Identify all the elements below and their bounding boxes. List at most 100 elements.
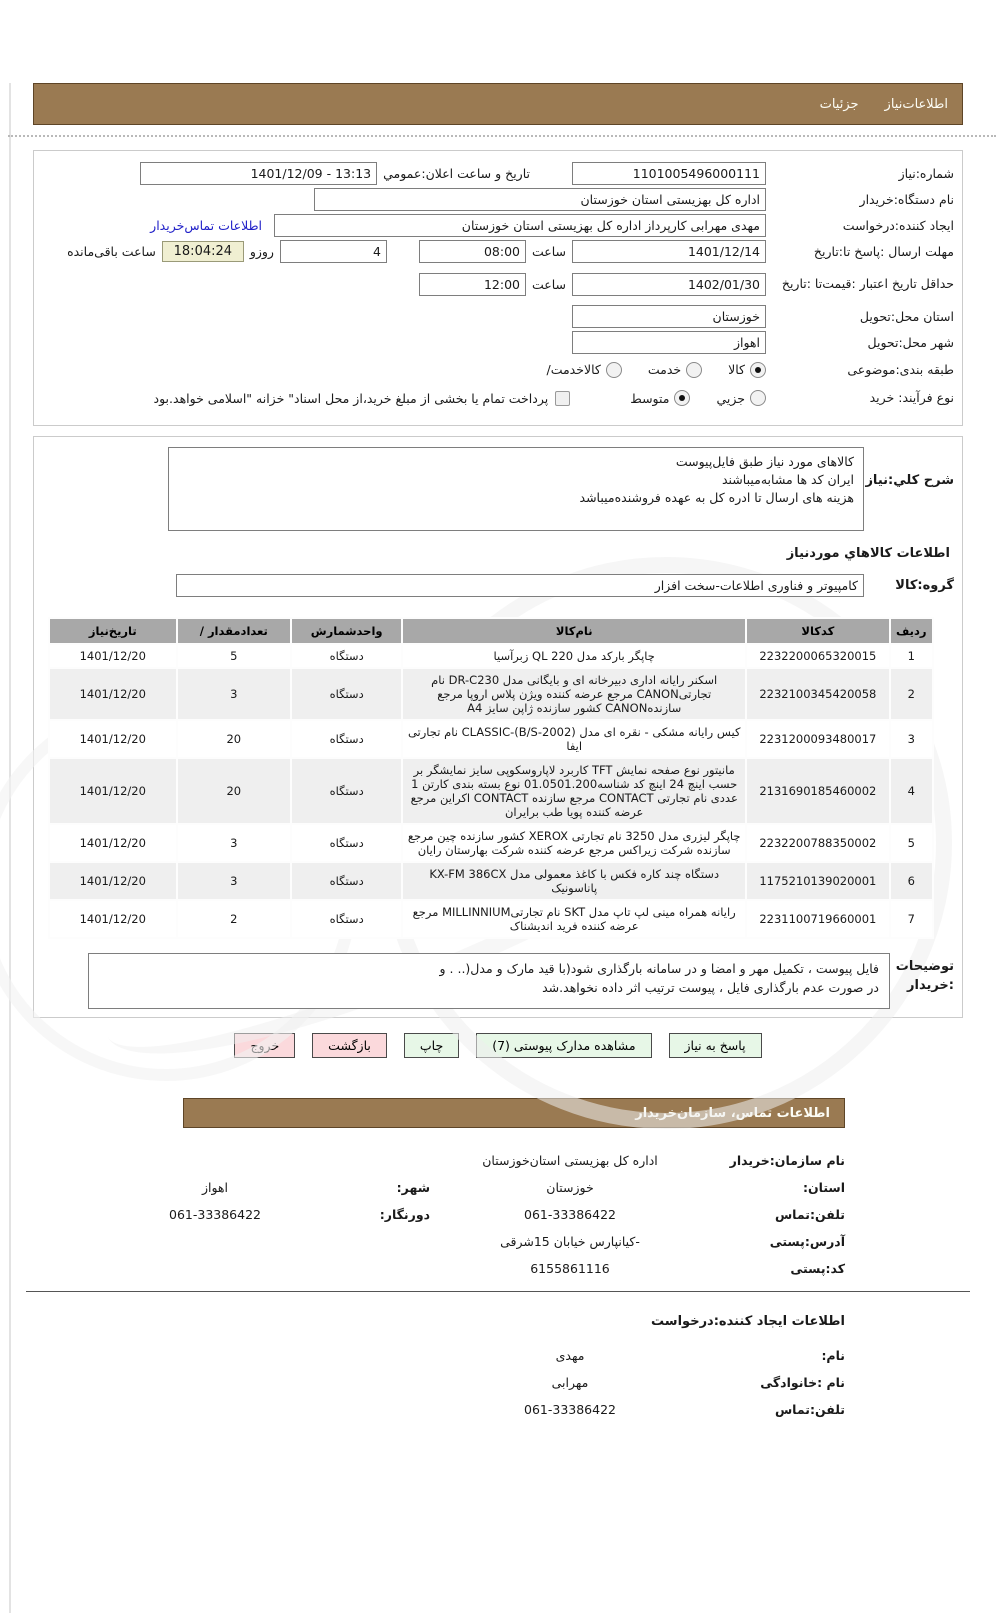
- reply-deadline-label: مهلت ارسال :پاسخ تا:تاریخ: [813, 243, 954, 259]
- postal-code-label: کد:پستی: [790, 1261, 845, 1276]
- item-code: 2231100719660001: [747, 901, 889, 937]
- buyer-contact-link[interactable]: اطلاعات تماس‌خریدار: [150, 218, 262, 233]
- creator-first-name-row: نام: مهدی: [0, 1347, 845, 1364]
- item-quantity: 3: [177, 669, 291, 719]
- reply-to-need-button[interactable]: پاسخ به نیاز: [668, 1033, 762, 1058]
- deadline-date-field[interactable]: 1401/12/14: [572, 240, 766, 263]
- buyer-notes-textarea[interactable]: فایل پیوست ، تکمیل مهر و امضا و در سامان…: [88, 953, 890, 1009]
- creator-phone-row: تلفن:تماس 061-33386422: [0, 1401, 845, 1418]
- deadline-hour-label: ساعت: [531, 244, 566, 259]
- contact-phone-label: تلفن:تماس: [774, 1207, 845, 1222]
- items-table-header-row: ردیف کدکالا نام‌کالا واحدشمارش تعدادمقدا…: [50, 619, 932, 643]
- need-description-textarea[interactable]: کالاهای مورد نیاز طبق فایل‌پیوست ایران ک…: [168, 447, 864, 531]
- items-table: ردیف کدکالا نام‌کالا واحدشمارش تعدادمقدا…: [48, 617, 934, 939]
- item-row-no: 1: [890, 645, 932, 667]
- header-unit: واحدشمارش: [292, 619, 402, 643]
- radio-service[interactable]: [686, 361, 703, 378]
- item-code: 2232200065320015: [747, 645, 889, 667]
- item-code: 2232100345420058: [747, 669, 889, 719]
- item-need-date: 1401/12/20: [50, 645, 176, 667]
- procurement-need-page: { "tabs": { "info": "اطلاعات‌نیاز", "det…: [0, 83, 996, 1613]
- exit-button[interactable]: خروج: [234, 1033, 296, 1058]
- item-quantity: 20: [177, 721, 291, 757]
- radio-goods-service[interactable]: [605, 361, 622, 378]
- header-need-date: تاریخ‌نیاز: [50, 619, 176, 643]
- buyer-contact-section: نام سازمان:خریدار اداره کل بهزیستی استان…: [0, 1152, 845, 1277]
- radio-goods[interactable]: [750, 361, 766, 378]
- request-creator-row: ایجاد کننده:درخواست مهدی مهرابی کارپرداز…: [42, 213, 954, 238]
- item-name: چاپگر بارکد مدل QL 220 زبرآسیا: [403, 645, 746, 667]
- action-buttons-row: پاسخ به نیاز مشاهده مدارک پیوستی (7) چاپ…: [0, 1033, 996, 1058]
- need-number-field[interactable]: 1101005496000111: [572, 162, 766, 185]
- radio-partial[interactable]: [750, 390, 766, 406]
- remaining-days-field[interactable]: 4: [279, 240, 387, 263]
- goods-group-row: گروه:کالا کامپیوتر و فناوری اطلاعات-سخت …: [42, 574, 954, 597]
- org-name-value: اداره کل بهزیستی استان‌خوزستان: [482, 1153, 658, 1168]
- table-row[interactable]: 6 1175210139020001 دستگاه چند کاره فکس ب…: [50, 863, 932, 899]
- table-row[interactable]: 2 2232100345420058 اسکنر رایانه اداری دب…: [50, 669, 932, 719]
- contact-fax-label: دورنگار:: [379, 1207, 430, 1222]
- item-quantity: 3: [177, 863, 291, 899]
- goods-group-field[interactable]: کامپیوتر و فناوری اطلاعات-سخت افزار: [176, 574, 864, 597]
- buyer-notes-line: فایل پیوست ، تکمیل مهر و امضا و در سامان…: [439, 961, 879, 976]
- print-button[interactable]: چاپ: [403, 1033, 460, 1058]
- item-code: 2131690185460002: [747, 759, 889, 823]
- delivery-province-field[interactable]: خوزستان: [572, 305, 766, 328]
- goods-group-label: گروه:کالا: [895, 578, 954, 593]
- delivery-city-field[interactable]: اهواز: [572, 331, 766, 354]
- validity-date-field[interactable]: 1402/01/30: [572, 272, 766, 296]
- tab-bar: اطلاعات‌نیاز جزئیات: [33, 83, 963, 125]
- address-row: آدرس:پستی -کیانپارس خیابان 15شرقی: [0, 1233, 845, 1250]
- tab-need-info[interactable]: اطلاعات‌نیاز: [884, 96, 948, 112]
- item-row-no: 4: [890, 759, 932, 823]
- item-unit: دستگاه: [292, 759, 402, 823]
- phone-fax-row: تلفن:تماس 061-33386422 دورنگار: 061-3338…: [0, 1206, 845, 1223]
- item-code: 2232200788350002: [747, 825, 889, 861]
- contact-city-value: اهواز: [201, 1180, 229, 1195]
- item-name: مانیتور نوع صفحه نمایش TFT کاربرد لاپارو…: [403, 759, 746, 823]
- delivery-city-row: شهر محل:تحویل اهواز: [42, 330, 954, 355]
- price-validity-label: حداقل تاریخ اعتبار :قیمت‌تا :تاریخ: [781, 276, 954, 291]
- countdown-timer: 18:04:24: [161, 241, 244, 262]
- announce-label: تاریخ و ساعت اعلان:عمومي: [383, 166, 530, 181]
- postal-code-value: 6155861116: [530, 1261, 610, 1276]
- radio-partial-label: جزيي: [716, 390, 745, 406]
- validity-time-field[interactable]: 12:00: [418, 272, 526, 296]
- item-row-no: 6: [890, 863, 932, 899]
- deadline-time-field[interactable]: 08:00: [418, 240, 526, 263]
- treasury-checkbox[interactable]: [555, 390, 571, 406]
- delivery-province-row: استان محل:تحویل خوزستان: [42, 304, 954, 329]
- creator-section-heading: اطلاعات ایجاد کننده:درخواست: [651, 1314, 845, 1329]
- creator-first-name-value: مهدی: [555, 1348, 585, 1363]
- table-row[interactable]: 1 2232200065320015 چاپگر بارکد مدل QL 22…: [50, 645, 932, 667]
- contact-address-value: -کیانپارس خیابان 15شرقی: [500, 1234, 640, 1249]
- item-unit: دستگاه: [292, 901, 402, 937]
- tab-details[interactable]: جزئیات: [819, 96, 859, 112]
- buyer-org-field[interactable]: اداره کل بهزیستی استان خوزستان: [314, 188, 766, 211]
- request-creator-field[interactable]: مهدی مهرابی کارپرداز اداره کل بهزیستی اس…: [274, 214, 766, 237]
- classification-label: طبقه بندی:موضوعی: [847, 361, 954, 377]
- org-name-row: نام سازمان:خریدار اداره کل بهزیستی استان…: [0, 1152, 845, 1169]
- radio-goods-label: کالا: [728, 362, 745, 377]
- radio-service-label: خدمت: [647, 362, 682, 377]
- item-need-date: 1401/12/20: [50, 759, 176, 823]
- view-attachments-button[interactable]: مشاهده مدارک پیوستی (7): [476, 1033, 652, 1058]
- buyer-org-label: نام دستگاه:خریدار: [859, 191, 954, 207]
- table-row[interactable]: 7 2231100719660001 رایانه همراه مینی لپ …: [50, 901, 932, 937]
- need-details-panel: شرح کلي:نیاز کالاهای مورد نیاز طبق فایل‌…: [0, 436, 963, 1129]
- header-code: کدکالا: [747, 619, 889, 643]
- header-row-no: ردیف: [890, 619, 932, 643]
- radio-goods-service-label: کالاخدمت/: [546, 362, 601, 377]
- buyer-notes-line: در صورت عدم بارگذاری فایل ، پیوست ترتیب …: [542, 980, 879, 995]
- back-button[interactable]: بازگشت: [312, 1033, 387, 1058]
- table-row[interactable]: 4 2131690185460002 مانیتور نوع صفحه نمای…: [50, 759, 932, 823]
- need-number-row: شماره:نیاز 1101005496000111 تاریخ و ساعت…: [42, 161, 954, 186]
- announce-datetime-field[interactable]: 13:13 - 1401/12/09: [140, 162, 378, 185]
- creator-last-name-row: نام :خانوادگی مهرابی: [0, 1374, 845, 1391]
- radio-medium[interactable]: [674, 390, 691, 406]
- table-row[interactable]: 5 2232200788350002 چاپگر لیزری مدل 3250 …: [50, 825, 932, 861]
- item-need-date: 1401/12/20: [50, 721, 176, 757]
- table-row[interactable]: 3 2231200093480017 کیس رایانه مشکی - نقر…: [50, 721, 932, 757]
- need-description-line: هزینه های ارسال تا ادره کل به عهده فروشن…: [579, 490, 854, 505]
- item-code: 2231200093480017: [747, 721, 889, 757]
